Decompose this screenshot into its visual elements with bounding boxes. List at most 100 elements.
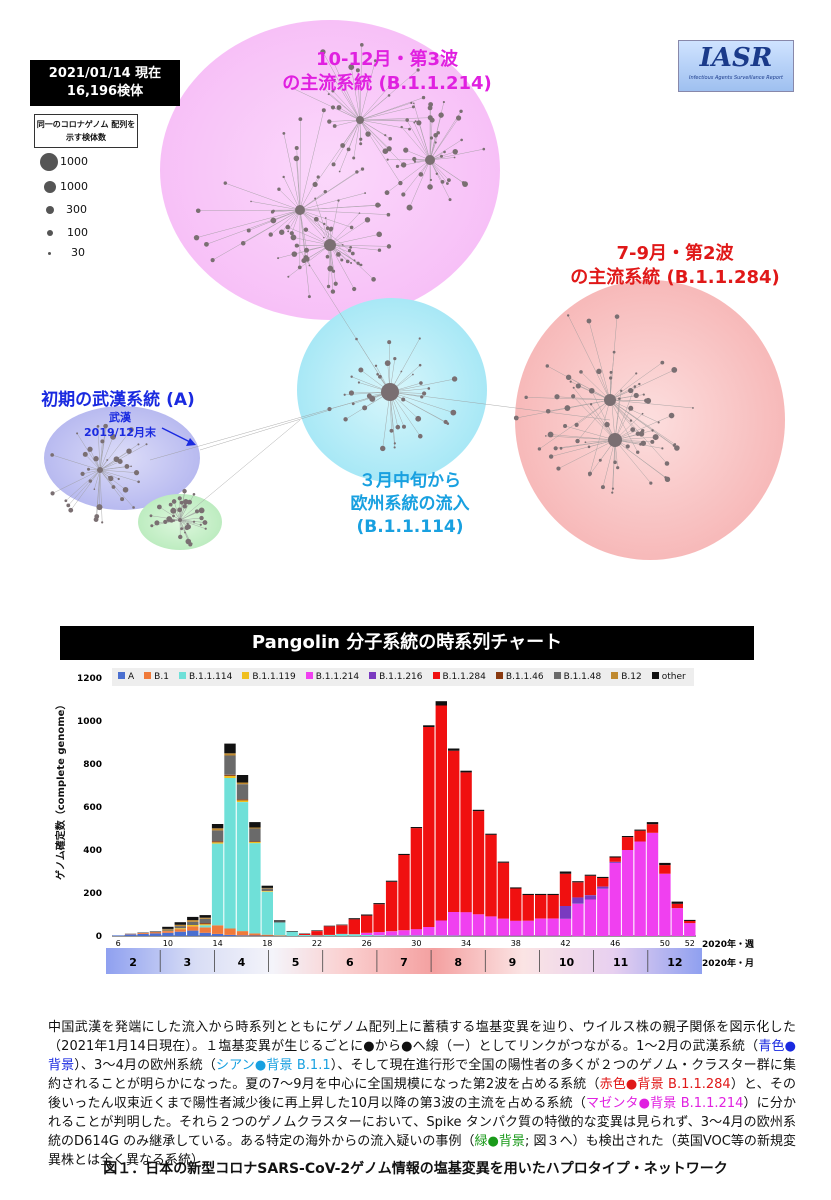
bar-segment-B.1.1.114	[224, 778, 236, 929]
network-node	[223, 181, 227, 185]
bar-segment-other	[547, 893, 559, 895]
network-node	[566, 314, 570, 317]
bar-segment-B.1.1.114	[211, 843, 224, 926]
network-node	[64, 499, 68, 503]
network-node	[330, 289, 336, 294]
network-node	[294, 243, 299, 248]
legend-swatch	[611, 672, 619, 679]
network-node	[406, 119, 408, 122]
network-node	[358, 367, 364, 373]
network-node	[199, 523, 202, 526]
bar-segment-other	[609, 856, 621, 858]
network-node	[401, 424, 406, 429]
week-tick-label: 50	[660, 939, 670, 948]
network-node	[588, 473, 591, 477]
bar-segment-other	[149, 931, 162, 933]
legend-item: B.1.1.46	[495, 672, 544, 682]
bar-segment-B.1.1.214	[609, 862, 621, 936]
network-node	[183, 499, 189, 505]
bar-segment-B.1.1.214	[634, 841, 646, 936]
network-node	[122, 486, 129, 493]
bar-segment-B.1.1.119	[236, 800, 249, 802]
bar-segment-B.12	[187, 920, 199, 922]
network-node	[513, 415, 519, 421]
network-node	[389, 428, 394, 433]
network-node	[353, 259, 356, 262]
bar-segment-B.12	[211, 828, 224, 831]
network-node	[82, 451, 88, 457]
network-node	[96, 425, 100, 428]
bar-segment-B.1.1.114	[274, 922, 286, 936]
network-node	[336, 251, 341, 257]
bar-segment-other	[361, 914, 373, 916]
network-node	[149, 514, 153, 518]
network-node	[304, 247, 310, 253]
network-node	[613, 460, 617, 465]
iasr-logo-subtext: Infectious Agents Surveillance Report	[688, 75, 784, 81]
network-node	[636, 450, 640, 454]
legend-item: A	[118, 672, 134, 682]
network-node	[328, 228, 333, 232]
network-node	[282, 175, 285, 179]
legend-item: B.1.1.216	[369, 672, 423, 682]
network-node	[279, 229, 285, 235]
month-axis-label: 2020年・月	[702, 957, 754, 969]
bar-segment-B.1.1.284	[448, 750, 460, 912]
network-node	[331, 162, 336, 167]
network-node	[359, 142, 363, 146]
network-node	[588, 387, 595, 394]
network-node	[651, 429, 654, 432]
network-node	[301, 258, 307, 264]
network-node	[338, 170, 341, 173]
network-node	[433, 132, 438, 138]
week-tick-label: 18	[262, 939, 272, 948]
bar-segment-B.1.1.284	[361, 915, 373, 933]
bar-segment-B.1	[224, 928, 236, 935]
bar-segment-B.1.1.119	[199, 924, 211, 926]
network-node	[378, 374, 382, 379]
bar-segment-B.1.1.119	[211, 842, 224, 844]
bar-segment-B.1.1.214	[621, 850, 634, 936]
network-node	[350, 251, 355, 256]
network-node	[416, 68, 420, 72]
network-node	[323, 222, 326, 226]
network-node	[553, 446, 558, 451]
network-node	[132, 506, 135, 509]
network-node	[598, 458, 602, 462]
network-node	[106, 459, 109, 461]
network-node	[386, 158, 389, 161]
bar-segment-B.1.1.214	[671, 908, 683, 936]
bar-segment-B.1.1.48	[187, 921, 199, 925]
network-node	[460, 138, 463, 142]
figure-description: 中国武漢を発端にした流入から時系列とともにゲノム配列上に蓄積する塩基変異を辿り、…	[48, 1020, 796, 1168]
network-node	[357, 381, 361, 384]
network-node	[282, 132, 286, 135]
bar-segment-other	[472, 809, 485, 812]
network-node	[355, 337, 358, 341]
bar-segment-A	[124, 934, 137, 936]
bar-segment-B.1.1.284	[584, 875, 597, 896]
network-node	[625, 444, 630, 449]
network-node	[289, 231, 294, 236]
network-node	[332, 124, 337, 128]
bar-segment-B.1.1.284	[572, 882, 584, 898]
legend-label: B.1.1.214	[315, 672, 360, 682]
network-node	[346, 147, 351, 152]
network-node	[575, 383, 581, 389]
figure-caption: 図１．日本の新型コロナSARS-CoV-2ゲノム情報の塩基変異を用いたハプロタイ…	[103, 1161, 728, 1177]
network-node	[418, 337, 421, 340]
network-node	[614, 314, 620, 319]
week-tick-label: 46	[610, 939, 620, 948]
network-node	[316, 175, 320, 179]
network-node	[87, 467, 91, 471]
size-legend-1000a: 1000	[40, 153, 88, 171]
network-node	[664, 461, 670, 466]
network-hub-node	[381, 383, 399, 401]
network-node	[320, 49, 326, 55]
network-node	[343, 417, 348, 422]
bar-segment-B.1.1.284	[323, 926, 336, 935]
network-node	[447, 178, 451, 183]
network-node	[386, 146, 392, 152]
network-node	[68, 507, 74, 513]
network-node	[377, 248, 382, 252]
